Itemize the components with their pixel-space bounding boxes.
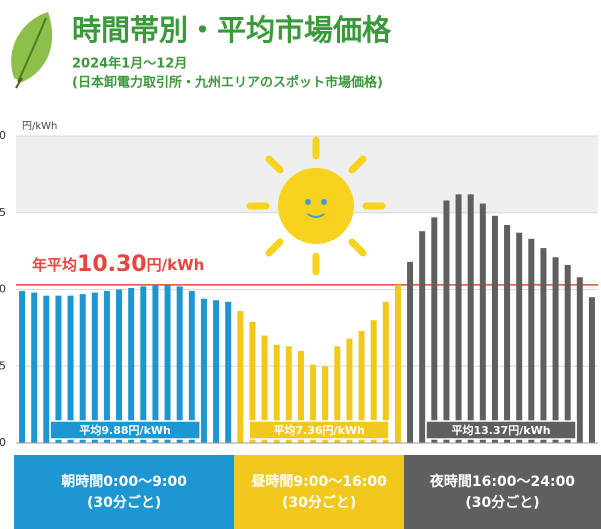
bar xyxy=(407,262,413,443)
bar xyxy=(43,296,49,443)
bar xyxy=(31,293,37,443)
bar xyxy=(468,194,474,443)
source: (日本卸電力取引所・九州エリアのスポット市場価格) xyxy=(72,75,383,91)
bar xyxy=(516,233,522,443)
bar xyxy=(116,290,122,444)
bar xyxy=(213,300,219,443)
bar xyxy=(201,299,207,443)
bar xyxy=(104,291,110,443)
bar xyxy=(419,231,425,443)
average-label-part: 円/kWh xyxy=(147,255,205,273)
bar xyxy=(443,200,449,443)
series-average: 平均9.88円/kWh xyxy=(79,423,170,437)
y-tick-label: 20 xyxy=(0,129,6,142)
bar xyxy=(480,204,486,443)
bar xyxy=(553,257,559,443)
bar xyxy=(589,297,595,443)
bar xyxy=(237,311,243,443)
legend-note: (30分ごと) xyxy=(87,494,161,511)
legend-note: (30分ごと) xyxy=(465,494,539,511)
legend-label: 昼時間9:00～16:00 xyxy=(251,473,387,490)
bar xyxy=(540,248,546,443)
bar xyxy=(395,285,401,443)
series-average: 平均7.36円/kWh xyxy=(273,423,364,437)
legend-panel xyxy=(14,455,234,529)
chart-title: 時間帯別・平均市場価格 xyxy=(72,13,392,47)
bar xyxy=(225,302,231,443)
series-average: 平均13.37円/kWh xyxy=(451,423,550,437)
bar xyxy=(165,285,171,443)
bar xyxy=(456,194,462,443)
bar xyxy=(504,225,510,443)
bar xyxy=(152,285,158,443)
y-tick-label: 10 xyxy=(0,283,6,296)
average-label-part: 10.30 xyxy=(77,252,147,277)
average-label: 年平均10.30円/kWh xyxy=(32,252,204,277)
bar xyxy=(128,288,134,443)
bar xyxy=(492,216,498,443)
y-tick-label: 15 xyxy=(0,206,6,219)
subtitle: 2024年1月～12月 xyxy=(72,56,187,72)
bar xyxy=(431,217,437,443)
legend-label: 夜時間16:00～24:00 xyxy=(429,473,575,490)
chart: 時間帯別・平均市場価格 2024年1月～12月 (日本卸電力取引所・九州エリアの… xyxy=(0,0,601,529)
y-tick-label: 0 xyxy=(0,436,6,449)
bar xyxy=(189,291,195,443)
bar xyxy=(528,239,534,443)
average-label-part: 年平均 xyxy=(32,255,77,273)
legend-panel xyxy=(404,455,601,529)
bar xyxy=(140,286,146,443)
bar xyxy=(19,291,25,443)
legend-label: 朝時間0:00～9:00 xyxy=(61,473,187,490)
y-tick-label: 5 xyxy=(0,359,6,372)
bar xyxy=(565,265,571,443)
y-unit: 円/kWh xyxy=(22,121,57,132)
bar xyxy=(577,277,583,443)
bar xyxy=(177,286,183,443)
legend-note: (30分ごと) xyxy=(282,494,356,511)
legend-panel xyxy=(234,455,404,529)
